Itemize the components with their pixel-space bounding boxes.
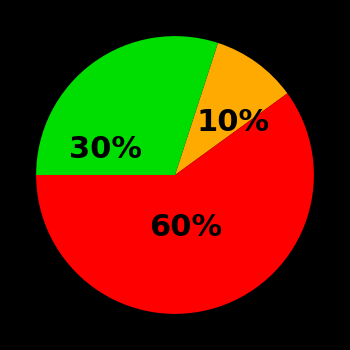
Wedge shape xyxy=(36,93,314,314)
Text: 10%: 10% xyxy=(197,108,270,137)
Text: 60%: 60% xyxy=(149,213,223,242)
Text: 30%: 30% xyxy=(69,135,142,164)
Wedge shape xyxy=(36,36,218,175)
Wedge shape xyxy=(175,43,287,175)
